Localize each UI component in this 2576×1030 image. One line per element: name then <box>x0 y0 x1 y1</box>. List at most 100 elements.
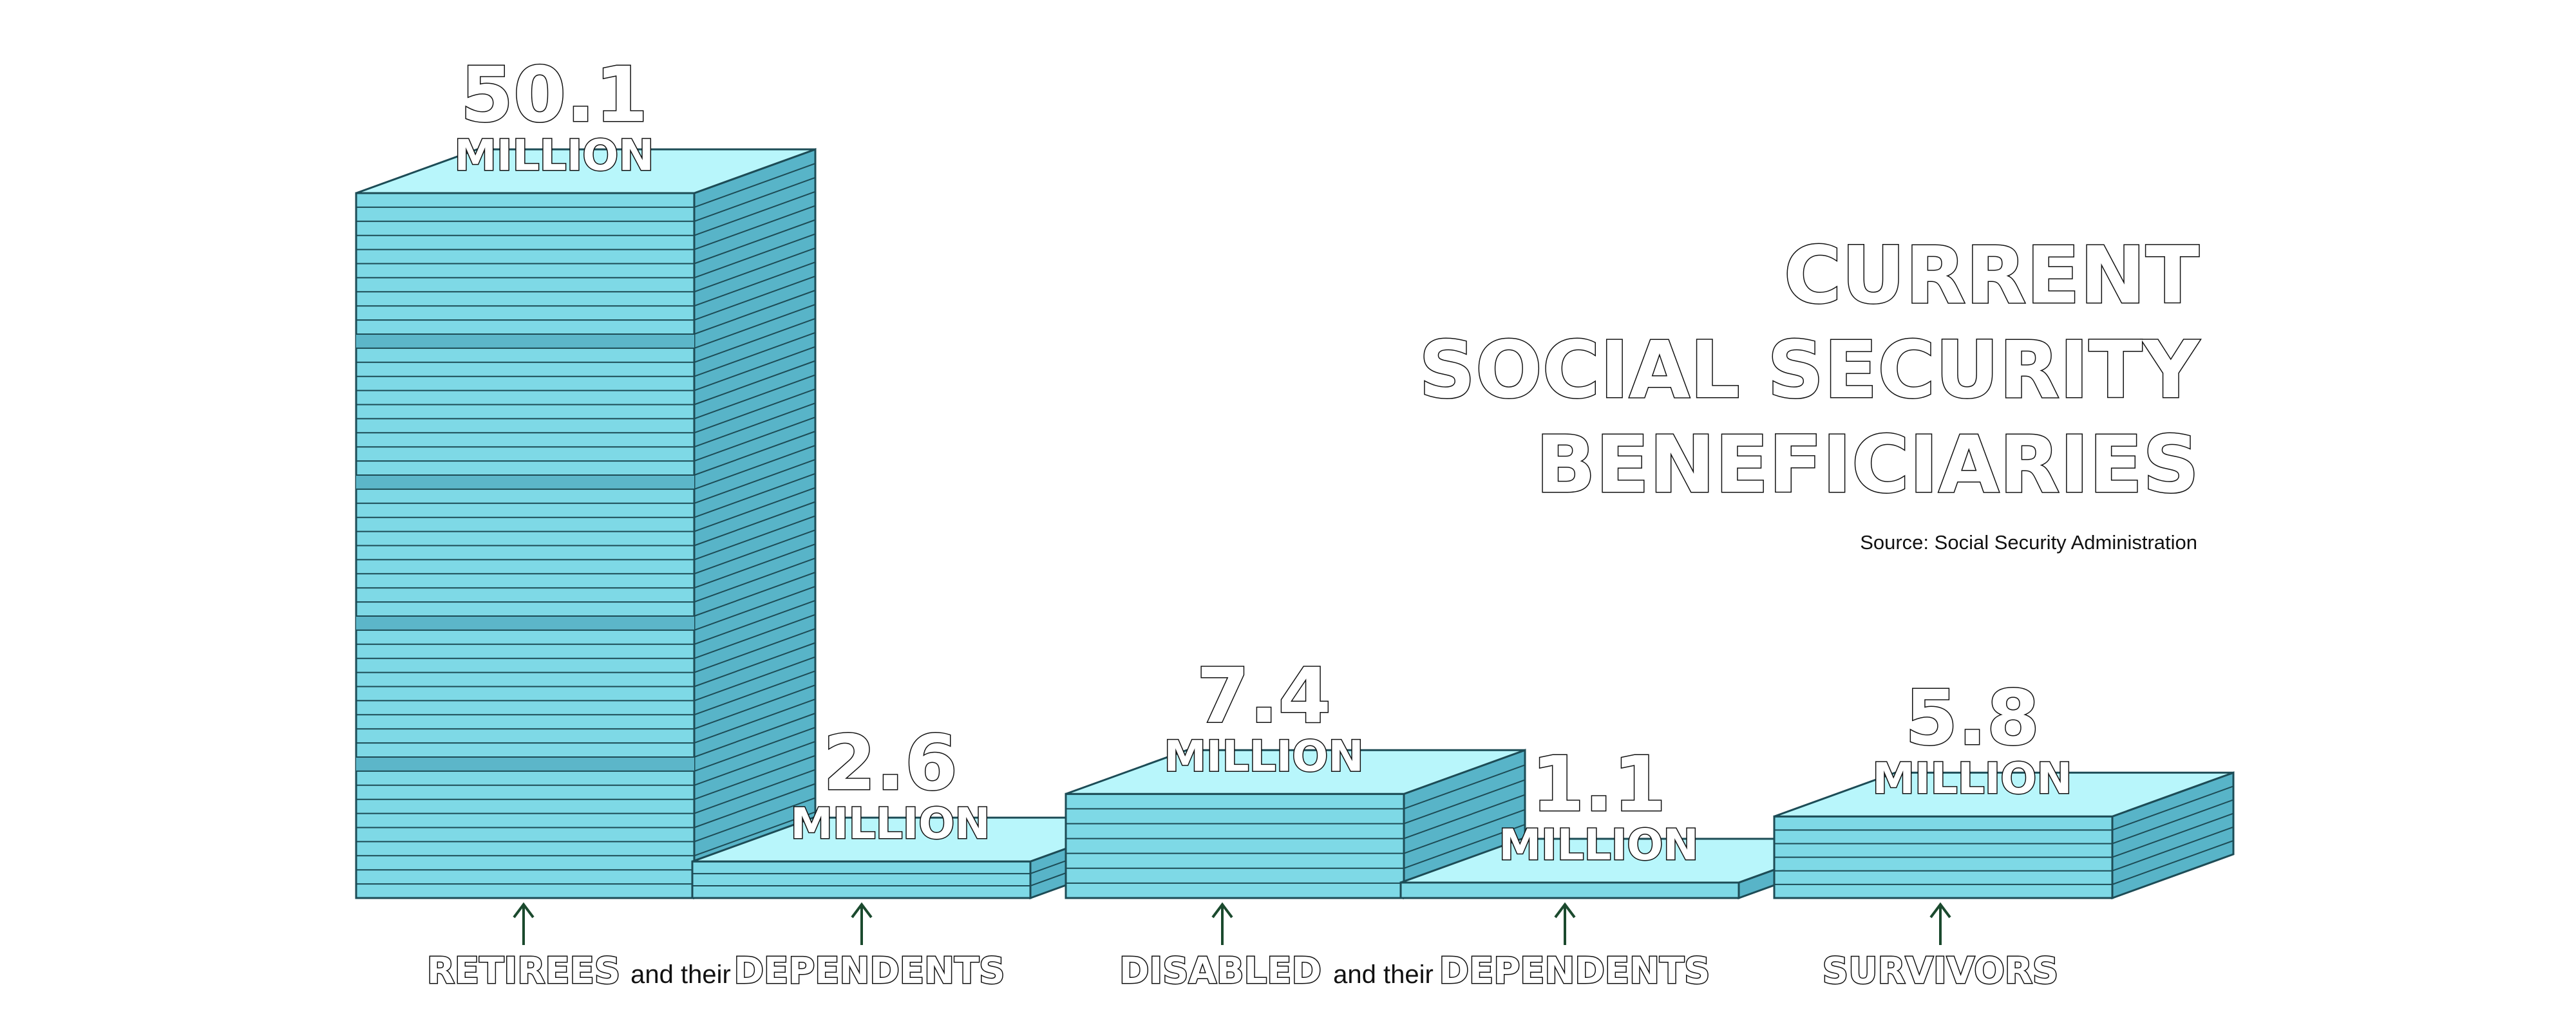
bar-top-face <box>1065 749 1526 795</box>
sheet-line-side <box>694 769 816 814</box>
source-note: Source: Social Security Administration <box>1860 531 2197 554</box>
sheet-line-side <box>694 444 816 490</box>
category-label-dependents-2: DEPENDENTS <box>1439 950 1710 992</box>
category-label-retirees: RETIREES <box>427 950 620 992</box>
bar-top-face <box>355 148 816 194</box>
sheet-line-side <box>1403 794 1526 839</box>
sheet-line-side <box>694 642 816 688</box>
title-line-3: BENEFICIARIES <box>1536 419 2199 510</box>
category-labels: RETIREES and their DEPENDENTS DISABLED a… <box>426 950 2059 993</box>
unit-label-3: MILLION <box>1164 731 1363 781</box>
bar-band <box>356 616 694 630</box>
bar-band <box>356 475 694 489</box>
sheet-line-side <box>1403 764 1526 810</box>
bars-layer <box>355 147 2235 900</box>
up-arrow-icon <box>1929 902 1951 945</box>
sheet-line-side <box>694 417 816 462</box>
bar-top-face <box>1774 771 2234 818</box>
value-label-3: 7.4 <box>1197 651 1331 740</box>
sheet-line-side <box>1403 823 1526 869</box>
unit-label-1: MILLION <box>454 131 654 180</box>
value-label-2: 2.6 <box>823 718 958 807</box>
up-arrow-icon <box>1211 902 1233 945</box>
sheet-line-side <box>694 754 816 800</box>
sheet-line-side <box>694 162 816 208</box>
sheet-line-side <box>694 529 816 575</box>
sheet-line-side <box>694 783 816 829</box>
bar-1 <box>355 147 817 900</box>
sheet-line-side <box>694 811 816 857</box>
bar-2 <box>691 816 1153 900</box>
sheet-line-side <box>2112 839 2234 885</box>
sheet-line-side <box>694 332 816 377</box>
bar-front-face <box>1065 792 1405 899</box>
up-arrow-icon <box>851 902 873 945</box>
arrows-layer <box>513 902 1951 945</box>
sheet-line-side <box>694 572 816 617</box>
value-label-5: 5.8 <box>1905 673 2040 762</box>
sheet-line-side <box>694 303 816 349</box>
category-connector-2: and their <box>1333 960 1434 989</box>
sheet-line-side <box>694 656 816 702</box>
sheet-line-side <box>2112 826 2234 872</box>
sheet-line-side <box>694 219 816 265</box>
sheet-line-side <box>694 585 816 631</box>
bar-front-face <box>691 860 1032 899</box>
bar-band <box>356 334 694 348</box>
sheet-line-side <box>694 473 816 518</box>
unit-label-2: MILLION <box>790 799 990 848</box>
sheet-line-side <box>694 205 816 250</box>
sheet-line-side <box>2112 799 2234 845</box>
sheet-line-side <box>694 557 816 603</box>
up-arrow-icon <box>513 902 535 945</box>
sheet-line-side <box>694 599 816 645</box>
sheet-line-side <box>694 797 816 843</box>
sheet-line-side <box>694 726 816 772</box>
sheet-line-side <box>694 431 816 476</box>
sheet-line-side <box>694 713 816 758</box>
category-label-survivors: SURVIVORS <box>1823 950 2059 992</box>
sheet-line-side <box>694 670 816 716</box>
sheet-line-side <box>694 501 816 547</box>
title-line-1: CURRENT <box>1784 230 2199 321</box>
sheet-line-side <box>694 247 816 293</box>
sheet-line-side <box>694 346 816 391</box>
sheet-line-side <box>694 388 816 434</box>
bar-band <box>356 757 694 771</box>
sheet-line-side <box>694 402 816 448</box>
sheet-line-side <box>1403 809 1526 854</box>
sheet-line-side <box>694 698 816 744</box>
up-arrow-icon <box>1554 902 1576 945</box>
sheet-line-side <box>694 543 816 589</box>
sheet-line-side <box>694 360 816 406</box>
sheet-line-side <box>694 191 816 236</box>
sheet-line-side <box>694 290 816 335</box>
sheet-line-side <box>694 276 816 321</box>
sheet-line-side <box>694 374 816 420</box>
sheet-line-side <box>694 233 816 279</box>
sheet-line-side <box>694 176 816 222</box>
sheet-line-side <box>2112 812 2234 858</box>
chart-title: CURRENT SOCIAL SECURITY BENEFICIARIES So… <box>1418 229 2201 554</box>
sheet-line-side <box>694 487 816 532</box>
sheet-line-side <box>694 613 816 659</box>
category-label-disabled: DISABLED <box>1119 950 1321 992</box>
sheet-line-side <box>694 628 816 673</box>
sheet-line-side <box>2112 785 2234 831</box>
value-label-4: 1.1 <box>1531 740 1666 829</box>
sheet-line-side <box>694 317 816 363</box>
unit-label-5: MILLION <box>1872 754 2072 803</box>
unit-label-4: MILLION <box>1499 820 1698 870</box>
category-connector-1: and their <box>630 960 731 989</box>
value-label-1: 50.1 <box>460 50 648 139</box>
sheet-line-side <box>694 458 816 504</box>
bar-front-face <box>1399 881 1740 899</box>
sheet-line-side <box>694 515 816 561</box>
sheet-line-side <box>694 261 816 307</box>
bar-5 <box>1773 771 2235 900</box>
sheet-line-side <box>694 740 816 786</box>
category-label-dependents-1: DEPENDENTS <box>734 950 1005 992</box>
bar-3 <box>1065 749 1526 900</box>
sheet-line-side <box>694 684 816 730</box>
